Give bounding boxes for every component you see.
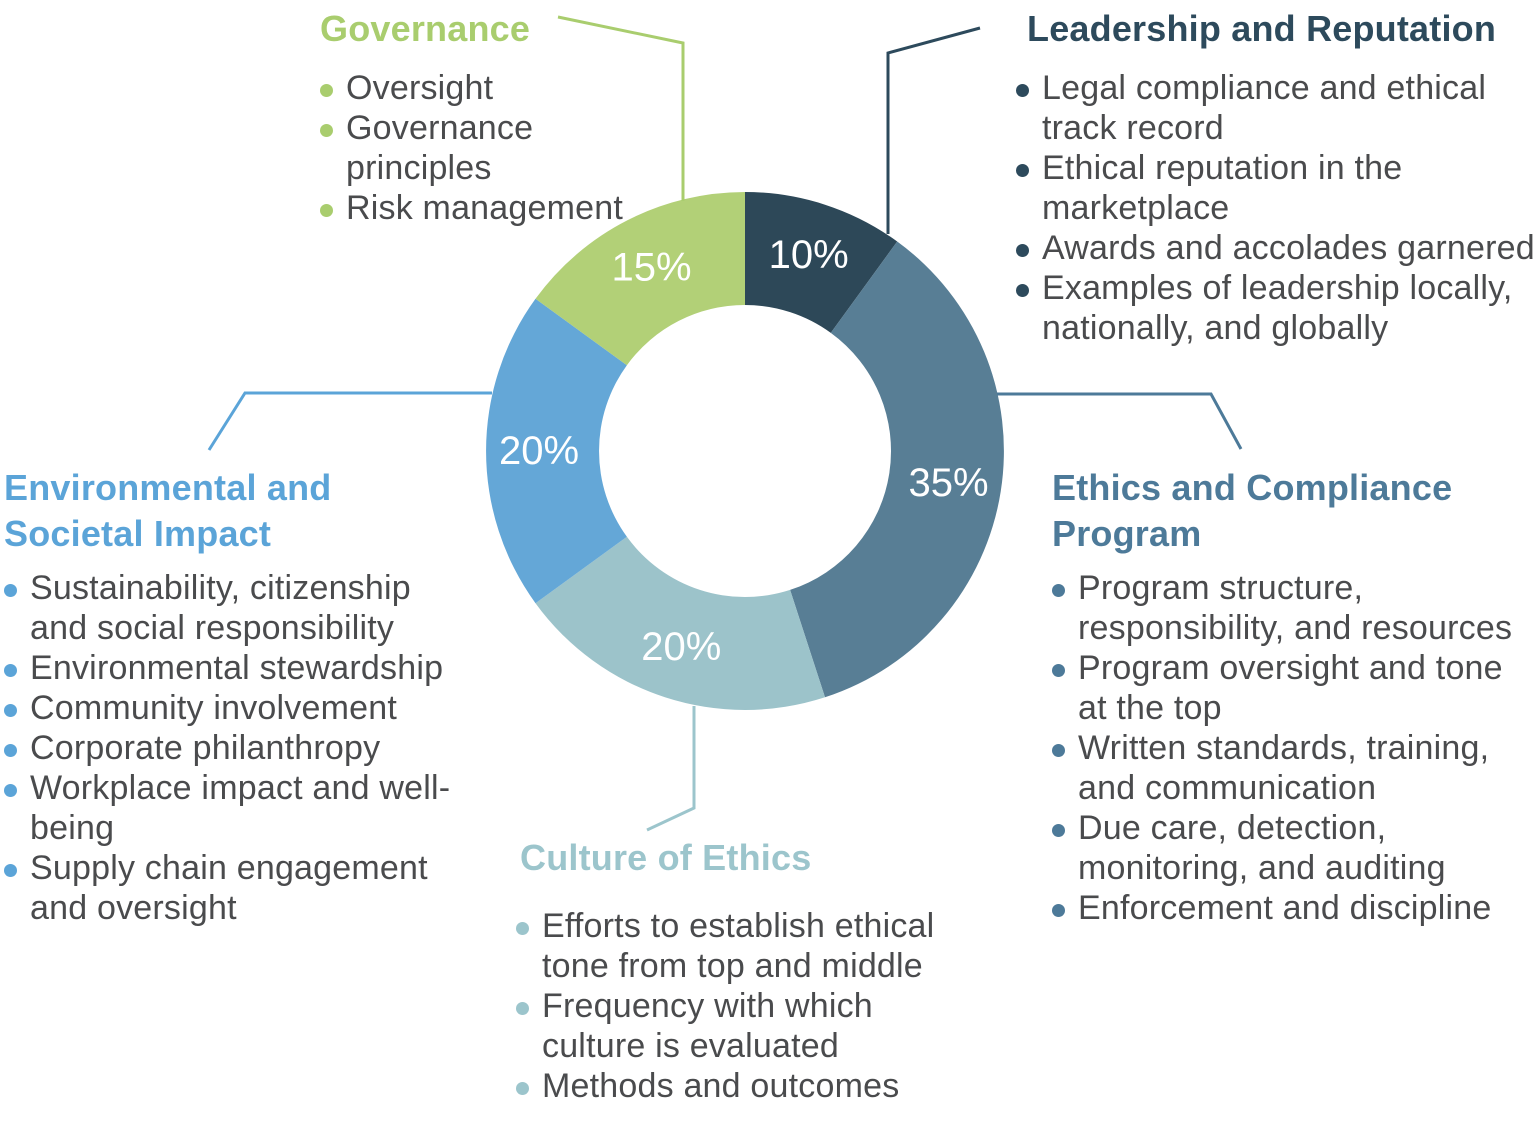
list-item: Environmental stewardship (4, 648, 504, 688)
bullet-text: Risk management (346, 189, 624, 227)
bullet-text: Examples of leadership locally, national… (1042, 269, 1513, 347)
list-item: Sustainability, citizenship and social r… (4, 568, 504, 648)
bullet-dot-icon (4, 584, 17, 597)
bullet-text: Methods and outcomes (542, 1067, 900, 1105)
bullet-text: Legal compliance and ethical track recor… (1042, 69, 1487, 147)
bullet-dot-icon (320, 124, 333, 137)
slice-percent-label: 15% (611, 246, 691, 290)
bullet-text: Due care, detection, monitoring, and aud… (1078, 809, 1446, 887)
list-item: Supply chain engagement and oversight (4, 848, 504, 928)
section-governance: Governance Oversight Governance principle… (320, 6, 650, 228)
bullet-text: Frequency with which culture is evaluate… (542, 987, 873, 1065)
donut-slice-1 (745, 192, 898, 333)
bullet-dot-icon (4, 664, 17, 677)
section-title: Environmental and Societal Impact (4, 467, 332, 554)
bullet-dot-icon (320, 204, 333, 217)
list-item: Frequency with which culture is evaluate… (516, 986, 986, 1066)
bullet-text: Efforts to establish ethical tone from t… (542, 907, 935, 985)
list-item: Written standards, training, and communi… (1052, 728, 1536, 808)
list-item: Oversight (320, 68, 650, 108)
list-item: Risk management (320, 188, 650, 228)
connector-line-environmental (207, 391, 492, 451)
section-title: Ethics and Compliance Program (1052, 467, 1453, 554)
bullet-text: Supply chain engagement and oversight (30, 849, 428, 927)
list-item: Legal compliance and ethical track recor… (1016, 68, 1536, 148)
list-item: Program oversight and tone at the top (1052, 648, 1536, 728)
bullet-list: Legal compliance and ethical track recor… (1016, 68, 1536, 348)
donut-slice-4 (486, 298, 627, 604)
list-item: Ethical reputation in the marketplace (1016, 148, 1536, 228)
list-item: Governance principles (320, 108, 650, 188)
bullet-text: Sustainability, citizenship and social r… (30, 569, 411, 647)
bullet-text: Environmental stewardship (30, 649, 444, 687)
connector-line-ethics (997, 392, 1243, 450)
bullet-dot-icon (516, 1082, 529, 1095)
slice-percent-label: 10% (769, 233, 849, 277)
section-leadership: Leadership and Reputation Legal complian… (1016, 6, 1536, 348)
section-environmental: Environmental and Societal Impact Sustai… (4, 465, 504, 928)
list-item: Workplace impact and well- being (4, 768, 504, 848)
bullet-dot-icon (4, 864, 17, 877)
section-ethics: Ethics and Compliance Program Program st… (1052, 465, 1536, 928)
bullet-dot-icon (516, 922, 529, 935)
bullet-list: Program structure, responsibility, and r… (1052, 568, 1536, 928)
bullet-text: Program oversight and tone at the top (1078, 649, 1503, 727)
list-item: Efforts to establish ethical tone from t… (516, 906, 986, 986)
bullet-dot-icon (1016, 284, 1029, 297)
section-title: Governance (320, 8, 531, 49)
bullet-dot-icon (4, 744, 17, 757)
bullet-dot-icon (4, 704, 17, 717)
bullet-text: Oversight (346, 69, 494, 107)
list-item: Community involvement (4, 688, 504, 728)
bullet-list: Efforts to establish ethical tone from t… (516, 906, 986, 1106)
bullet-text: Workplace impact and well- being (30, 769, 451, 847)
bullet-dot-icon (1016, 164, 1029, 177)
bullet-dot-icon (1052, 584, 1065, 597)
bullet-dot-icon (1052, 824, 1065, 837)
bullet-list: Oversight Governance principles Risk manag… (320, 68, 650, 228)
bullet-text: Awards and accolades garnered (1042, 229, 1535, 267)
slice-percent-label: 20% (641, 625, 721, 669)
bullet-text: Program structure, responsibility, and r… (1078, 569, 1513, 647)
list-item: Methods and outcomes (516, 1066, 986, 1106)
list-item: Program structure, responsibility, and r… (1052, 568, 1536, 648)
bullet-dot-icon (516, 1002, 529, 1015)
section-title: Culture of Ethics (520, 837, 812, 878)
slice-percent-label: 35% (908, 461, 988, 505)
bullet-dot-icon (1052, 664, 1065, 677)
bullet-dot-icon (320, 84, 333, 97)
bullet-text: Community involvement (30, 689, 397, 727)
bullet-dot-icon (4, 784, 17, 797)
list-item: Due care, detection, monitoring, and aud… (1052, 808, 1536, 888)
bullet-dot-icon (1052, 904, 1065, 917)
bullet-dot-icon (1052, 744, 1065, 757)
donut-slice-3 (535, 536, 825, 710)
bullet-text: Governance principles (346, 109, 534, 187)
bullet-text: Corporate philanthropy (30, 729, 381, 767)
bullet-text: Enforcement and discipline (1078, 889, 1492, 927)
donut-slice-5 (535, 192, 745, 366)
list-item: Enforcement and discipline (1052, 888, 1536, 928)
connector-line-governance (557, 15, 685, 201)
list-item: Awards and accolades garnered (1016, 228, 1536, 268)
connector-line-culture (646, 706, 696, 832)
connector-line-leadership (886, 26, 981, 234)
section-title: Leadership and Reputation (1027, 8, 1497, 49)
section-culture: Culture of Ethics Efforts to establish e… (516, 835, 986, 1106)
bullet-dot-icon (1016, 84, 1029, 97)
donut-slice-2 (790, 241, 1004, 698)
bullet-text: Ethical reputation in the marketplace (1042, 149, 1403, 227)
bullet-dot-icon (1016, 244, 1029, 257)
list-item: Examples of leadership locally, national… (1016, 268, 1536, 348)
slice-percent-label: 20% (499, 429, 579, 473)
list-item: Corporate philanthropy (4, 728, 504, 768)
bullet-text: Written standards, training, and communi… (1078, 729, 1490, 807)
bullet-list: Sustainability, citizenship and social r… (4, 568, 504, 928)
